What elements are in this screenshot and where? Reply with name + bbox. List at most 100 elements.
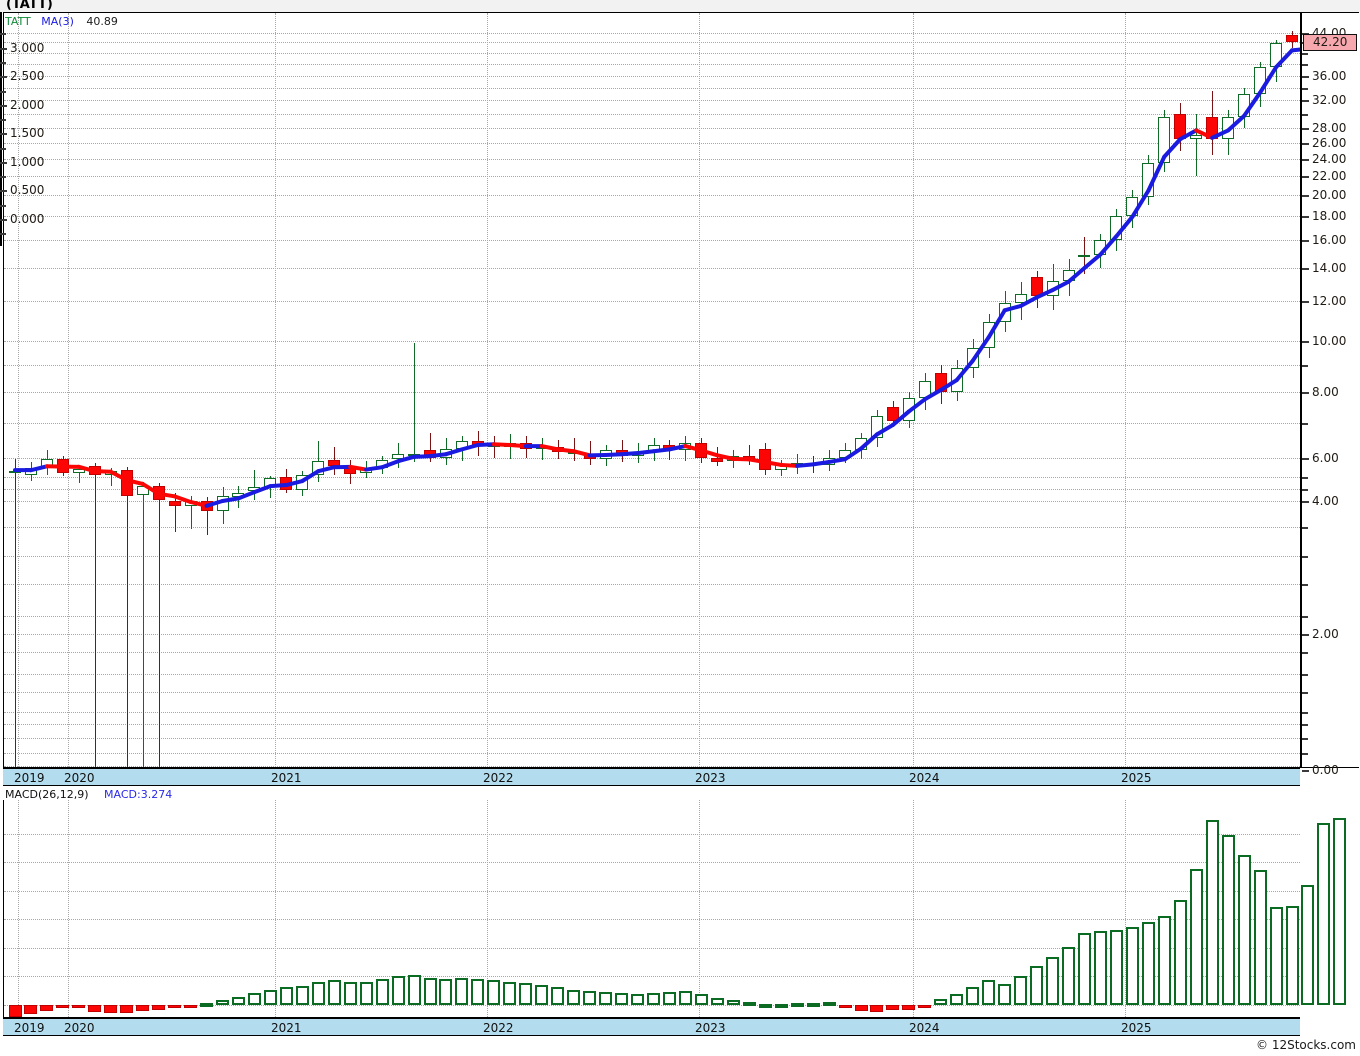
price-gridline [4, 268, 1300, 269]
macd-axis-tick [0, 133, 7, 136]
macd-histogram-bar[interactable] [184, 1005, 197, 1008]
macd-histogram-bar[interactable] [791, 1002, 804, 1007]
macd-histogram-bar[interactable] [663, 992, 676, 1005]
macd-histogram-bar[interactable] [503, 981, 516, 1005]
macd-histogram-bar[interactable] [711, 997, 724, 1005]
price-gridline [4, 488, 1300, 490]
macd-histogram-bar[interactable] [1094, 930, 1107, 1005]
macd-histogram-bar[interactable] [1158, 915, 1171, 1005]
macd-histogram-bar[interactable] [1126, 926, 1139, 1005]
macd-histogram-bar[interactable] [519, 983, 532, 1005]
macd-histogram-bar[interactable] [567, 989, 580, 1005]
macd-histogram-bar[interactable] [104, 1005, 117, 1013]
macd-histogram-bar[interactable] [56, 1005, 69, 1009]
macd-histogram-bar[interactable] [1286, 905, 1299, 1005]
price-chart-pane[interactable] [3, 12, 1310, 771]
macd-axis-minor-tick [0, 233, 6, 236]
price-axis-label: 2.00 [1312, 627, 1339, 641]
macd-histogram-bar[interactable] [152, 1005, 165, 1011]
macd-histogram-bar[interactable] [1190, 869, 1203, 1005]
macd-histogram-bar[interactable] [918, 1005, 931, 1008]
macd-histogram-bar[interactable] [120, 1005, 133, 1013]
macd-histogram-bar[interactable] [264, 989, 277, 1005]
macd-histogram-bar[interactable] [743, 1002, 756, 1007]
macd-histogram-bar[interactable] [232, 997, 245, 1005]
macd-histogram-bar[interactable] [376, 979, 389, 1005]
macd-histogram-bar[interactable] [312, 981, 325, 1005]
macd-histogram-bar[interactable] [982, 980, 995, 1005]
macd-axis-label: 2.500 [10, 69, 45, 84]
macd-histogram-bar[interactable] [551, 987, 564, 1005]
macd-histogram-bar[interactable] [855, 1005, 868, 1011]
price-gridline [4, 526, 1300, 528]
macd-histogram-bar[interactable] [998, 984, 1011, 1005]
macd-histogram-bar[interactable] [902, 1005, 915, 1010]
macd-histogram-bar[interactable] [168, 1005, 181, 1008]
macd-histogram-bar[interactable] [631, 993, 644, 1005]
macd-histogram-bar[interactable] [775, 1004, 788, 1009]
macd-histogram-bar[interactable] [615, 993, 628, 1005]
macd-histogram-bar[interactable] [72, 1005, 85, 1008]
macd-histogram-bar[interactable] [1270, 906, 1283, 1005]
macd-histogram-bar[interactable] [296, 985, 309, 1005]
macd-histogram-bar[interactable] [216, 999, 229, 1005]
macd-histogram-bar[interactable] [344, 981, 357, 1005]
macd-histogram-bar[interactable] [392, 976, 405, 1005]
macd-histogram-bar[interactable] [727, 999, 740, 1005]
macd-histogram-bar[interactable] [950, 993, 963, 1005]
macd-histogram-bar[interactable] [471, 979, 484, 1005]
macd-histogram-bar[interactable] [1110, 929, 1123, 1005]
macd-histogram-bar[interactable] [136, 1005, 149, 1012]
macd-histogram-bar[interactable] [934, 998, 947, 1005]
macd-histogram-bar[interactable] [1206, 819, 1219, 1005]
macd-histogram-bar[interactable] [280, 987, 293, 1005]
price-axis-minor-tick [1302, 64, 1308, 67]
macd-histogram-bar[interactable] [360, 981, 373, 1005]
macd-histogram-bar[interactable] [759, 1003, 772, 1008]
macd-histogram-bar[interactable] [1301, 884, 1314, 1005]
price-axis-tick [1302, 176, 1309, 178]
macd-histogram-bar[interactable] [424, 977, 437, 1005]
macd-histogram-bar[interactable] [583, 991, 596, 1005]
macd-histogram-bar[interactable] [535, 985, 548, 1005]
macd-histogram-bar[interactable] [328, 980, 341, 1005]
macd-histogram-bar[interactable] [1046, 957, 1059, 1005]
price-axis-tick [1302, 76, 1309, 78]
macd-histogram-bar[interactable] [823, 1002, 836, 1007]
macd-histogram-bar[interactable] [439, 978, 452, 1005]
macd-histogram-bar[interactable] [599, 992, 612, 1005]
macd-histogram-bar[interactable] [1142, 922, 1155, 1005]
macd-histogram-bar[interactable] [408, 974, 421, 1005]
macd-histogram-bar[interactable] [1174, 899, 1187, 1005]
macd-histogram-bar[interactable] [24, 1005, 37, 1014]
candle-wick [414, 343, 415, 462]
macd-histogram-bar[interactable] [248, 993, 261, 1005]
macd-histogram-bar[interactable] [839, 1005, 852, 1008]
price-axis-tick [1302, 301, 1309, 303]
macd-histogram-bar[interactable] [200, 1002, 213, 1007]
macd-histogram-bar[interactable] [1062, 947, 1075, 1005]
macd-axis-minor-tick [0, 90, 6, 93]
macd-histogram-bar[interactable] [88, 1005, 101, 1013]
macd-histogram-bar[interactable] [807, 1003, 820, 1008]
macd-histogram-bar[interactable] [1317, 823, 1330, 1005]
macd-histogram-bar[interactable] [695, 994, 708, 1005]
macd-histogram-bar[interactable] [1030, 965, 1043, 1005]
macd-histogram-bar[interactable] [40, 1005, 53, 1012]
macd-histogram-bar[interactable] [886, 1005, 899, 1011]
macd-histogram-bar[interactable] [966, 987, 979, 1005]
macd-histogram-bar[interactable] [9, 1005, 22, 1017]
candle-wick [15, 458, 16, 767]
macd-histogram-bar[interactable] [647, 993, 660, 1005]
macd-chart-pane[interactable] [3, 800, 1346, 1018]
macd-histogram-bar[interactable] [1078, 933, 1091, 1005]
macd-histogram-bar[interactable] [487, 980, 500, 1005]
macd-histogram-bar[interactable] [1238, 855, 1251, 1005]
macd-histogram-bar[interactable] [679, 991, 692, 1005]
macd-histogram-bar[interactable] [1333, 818, 1346, 1005]
macd-histogram-bar[interactable] [455, 978, 468, 1005]
macd-histogram-bar[interactable] [1254, 869, 1267, 1005]
macd-histogram-bar[interactable] [1014, 975, 1027, 1005]
macd-histogram-bar[interactable] [870, 1005, 883, 1012]
macd-histogram-bar[interactable] [1222, 834, 1235, 1005]
